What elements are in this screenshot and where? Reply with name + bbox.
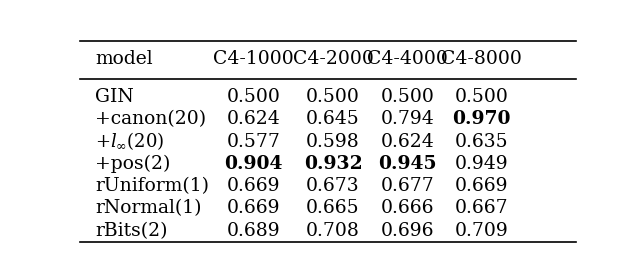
Text: +canon(20): +canon(20) xyxy=(95,110,206,128)
Text: 0.945: 0.945 xyxy=(378,155,436,173)
Text: 0.708: 0.708 xyxy=(306,222,360,240)
Text: 0.949: 0.949 xyxy=(455,155,509,173)
Text: C4‑4000: C4‑4000 xyxy=(367,50,448,68)
Text: C4‑2000: C4‑2000 xyxy=(292,50,373,68)
Text: $+l_{\infty}(20)$: $+l_{\infty}(20)$ xyxy=(95,131,164,152)
Text: 0.667: 0.667 xyxy=(455,200,509,217)
Text: 0.577: 0.577 xyxy=(227,132,280,150)
Text: 0.635: 0.635 xyxy=(455,132,509,150)
Text: 0.500: 0.500 xyxy=(380,88,435,106)
Text: +pos(2): +pos(2) xyxy=(95,155,170,173)
Text: rBits(2): rBits(2) xyxy=(95,222,168,240)
Text: rNormal(1): rNormal(1) xyxy=(95,200,202,217)
Text: 0.665: 0.665 xyxy=(306,200,360,217)
Text: GIN: GIN xyxy=(95,88,134,106)
Text: 0.970: 0.970 xyxy=(452,110,511,128)
Text: 0.598: 0.598 xyxy=(306,132,360,150)
Text: C4‑1000: C4‑1000 xyxy=(213,50,294,68)
Text: 0.500: 0.500 xyxy=(306,88,360,106)
Text: 0.904: 0.904 xyxy=(225,155,283,173)
Text: 0.624: 0.624 xyxy=(227,110,280,128)
Text: 0.500: 0.500 xyxy=(227,88,280,106)
Text: 0.669: 0.669 xyxy=(227,177,280,195)
Text: 0.932: 0.932 xyxy=(303,155,362,173)
Text: 0.645: 0.645 xyxy=(306,110,360,128)
Text: 0.500: 0.500 xyxy=(455,88,509,106)
Text: 0.666: 0.666 xyxy=(381,200,434,217)
Text: 0.709: 0.709 xyxy=(455,222,509,240)
Text: model: model xyxy=(95,50,152,68)
Text: 0.673: 0.673 xyxy=(306,177,360,195)
Text: 0.624: 0.624 xyxy=(381,132,434,150)
Text: 0.677: 0.677 xyxy=(381,177,434,195)
Text: 0.669: 0.669 xyxy=(455,177,509,195)
Text: rUniform(1): rUniform(1) xyxy=(95,177,209,195)
Text: 0.689: 0.689 xyxy=(227,222,280,240)
Text: 0.794: 0.794 xyxy=(381,110,434,128)
Text: 0.696: 0.696 xyxy=(381,222,434,240)
Text: 0.669: 0.669 xyxy=(227,200,280,217)
Text: C4‑8000: C4‑8000 xyxy=(442,50,522,68)
